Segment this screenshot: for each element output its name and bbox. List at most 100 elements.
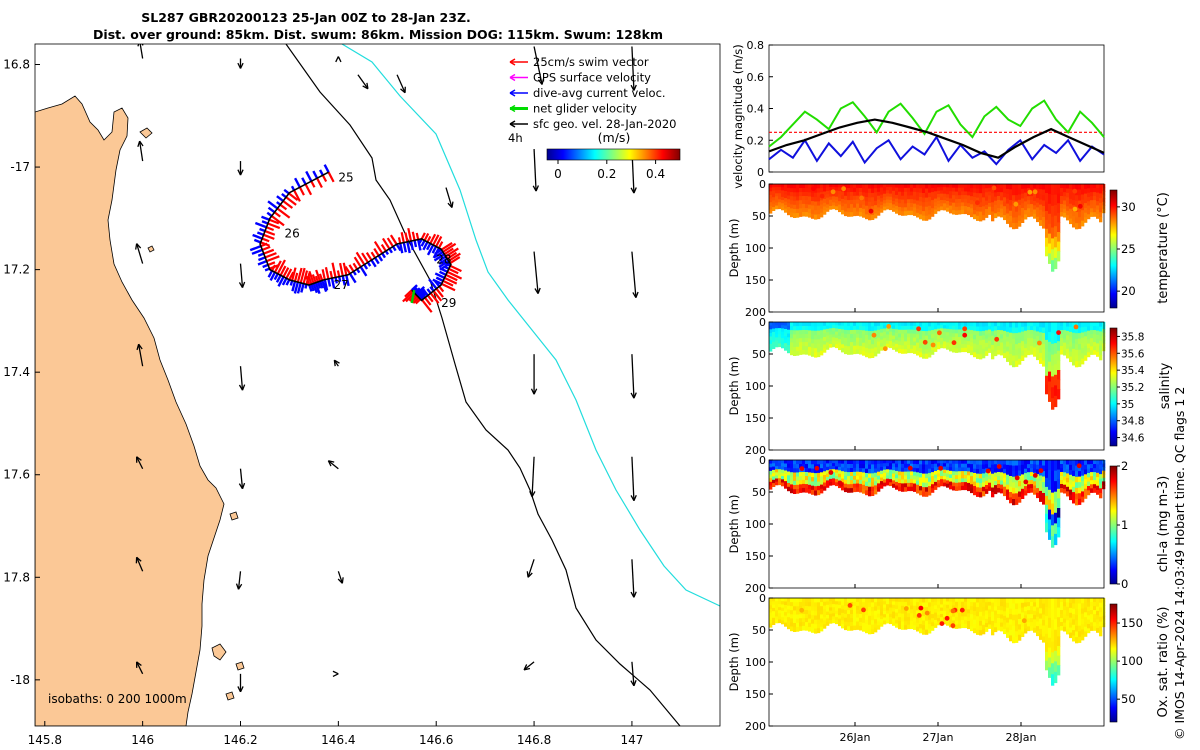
current-vector (377, 254, 384, 262)
profile-y-tick-label: 200 (745, 582, 766, 595)
current-vector (406, 241, 411, 254)
velocity-arrow (335, 56, 342, 63)
swim-vector (291, 267, 297, 281)
colorbar-title: (m/s) (598, 130, 631, 145)
profile-dot (907, 465, 913, 471)
legend-item: GPS surface velocity (509, 71, 651, 85)
swim-vector (446, 251, 458, 260)
current-vector (416, 239, 422, 251)
swim-vector (338, 262, 344, 277)
profile-dot (918, 605, 924, 611)
velocity-arrow (238, 263, 246, 288)
swim-vector (285, 196, 297, 206)
island (229, 511, 239, 521)
current-vector (314, 282, 321, 295)
velocity-arrow (333, 359, 340, 367)
current-vector (323, 279, 329, 291)
track-vector-group (276, 195, 294, 209)
current-vector (258, 256, 266, 262)
colorbar-tick-label: 34.6 (1121, 433, 1145, 445)
swim-vector (311, 274, 317, 284)
profile-y-tick-label: 200 (745, 720, 766, 733)
profile-colorbar (1109, 465, 1118, 585)
track-vector-group (404, 232, 411, 254)
track-vector-group (277, 267, 290, 287)
track-vector-group (258, 252, 277, 262)
swim-vector (446, 270, 463, 280)
profile-y-tick-label: 200 (745, 444, 766, 457)
swim-vector (402, 290, 414, 303)
swim-vector (429, 292, 440, 304)
profile-data (769, 184, 1106, 272)
track-vector-group (315, 269, 324, 289)
current-vector (374, 257, 380, 265)
track-vector-group (386, 237, 397, 252)
profile-dot (944, 615, 950, 621)
swim-vector (432, 234, 440, 246)
velocity-arrow (357, 74, 369, 90)
swim-vector (353, 256, 362, 268)
swim-vector (264, 252, 277, 259)
profile-cbar-label: salinity (1158, 362, 1173, 409)
current-vector (312, 170, 319, 179)
current-vector (341, 275, 346, 286)
profile-panel-temp: 0 50 100 150 200 Depth (m) 20 25 30 temperature (… (727, 178, 1171, 319)
swim-vector (273, 260, 282, 273)
current-vector (267, 206, 276, 214)
colorbar-tick-label: 0 (1121, 577, 1128, 591)
track-vector-group (273, 259, 286, 281)
speed-colorbar (546, 148, 681, 161)
day-label: 25 (338, 170, 353, 184)
swim-vector (415, 298, 422, 305)
current-vector (262, 263, 269, 269)
track-vector-group (318, 273, 328, 293)
colorbar-tick-label: 0.2 (597, 167, 616, 181)
track-vector-group (321, 269, 329, 291)
profile-panel-sal: 0 50 100 150 200 Depth (m) 34.6 34.8 35 35.2 35.4 3… (727, 316, 1173, 457)
colorbar-tick-label: 1 (1121, 518, 1128, 532)
colorbar-tick-label: 0.4 (646, 167, 665, 181)
track-vector-group (289, 267, 297, 286)
current-vector (289, 280, 294, 286)
current-vector (259, 227, 266, 233)
swim-vector (288, 271, 295, 281)
current-vector (434, 248, 443, 255)
track-vector-group (336, 270, 342, 283)
footer-credit: © IMOS 14-Apr-2024 14:03:49 Hobart time.… (1172, 387, 1187, 740)
profile-dot (1021, 618, 1027, 624)
track-vector-group (285, 271, 295, 286)
profile-dot (951, 340, 957, 346)
profile-dot (886, 324, 892, 329)
island (139, 127, 153, 139)
profile-cbar-label: temperature (°C) (1156, 192, 1171, 304)
swim-vector (440, 241, 453, 251)
velocity-y-tick-label: 0.8 (747, 39, 765, 52)
track-vector-group (323, 164, 335, 183)
colorbar-tick-label: 0 (554, 167, 562, 181)
track-vector-group (261, 220, 281, 230)
swim-vector (441, 282, 456, 292)
legend-label: 25cm/s swim vector (533, 55, 649, 69)
current-vector (429, 286, 435, 292)
current-vector (435, 276, 444, 282)
day-label: 27 (333, 278, 348, 292)
velocity-arrow (631, 251, 639, 298)
current-vector (413, 287, 421, 295)
current-vector (370, 259, 377, 268)
track-vector-group (440, 260, 462, 273)
current-vector (310, 283, 315, 292)
track-vector-group (422, 235, 432, 251)
current-vector (426, 244, 435, 256)
profile-y-tick-label: 50 (752, 624, 766, 637)
velocity-y-tick-label: 0.4 (747, 103, 765, 116)
profile-dot (938, 465, 944, 471)
profile-dot (916, 326, 921, 332)
track-vector-group (294, 177, 305, 196)
profile-dot (811, 186, 816, 192)
profile-dot (799, 466, 805, 471)
current-vector (283, 188, 290, 195)
profile-dot (930, 342, 936, 348)
swim-vector (448, 252, 461, 262)
swim-vector (435, 235, 443, 247)
